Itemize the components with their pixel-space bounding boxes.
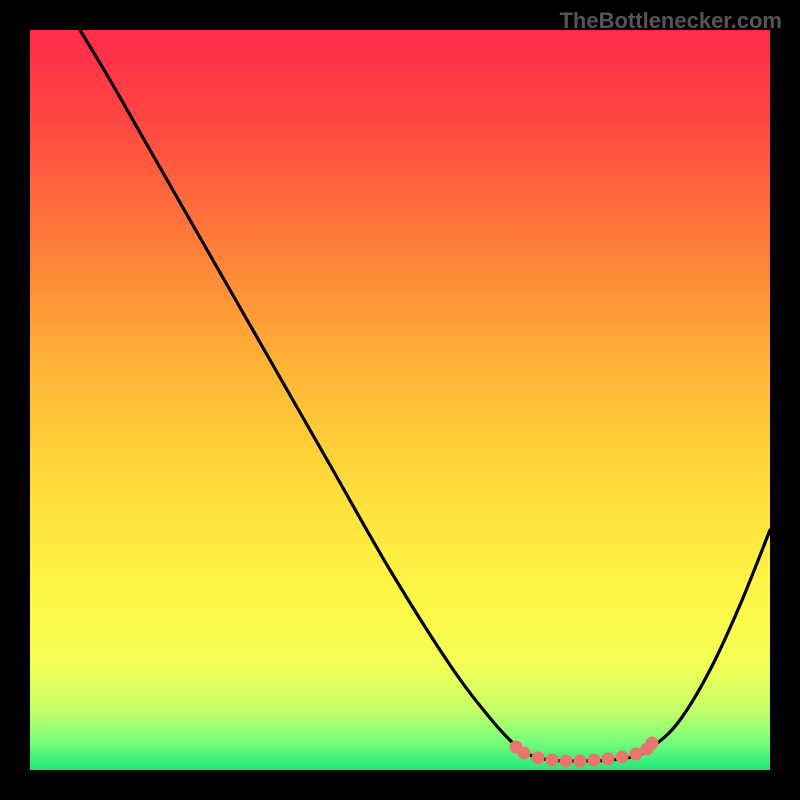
marker-point [646,737,659,750]
marker-point [616,751,629,764]
marker-point [546,754,559,767]
chart-container: TheBottlenecker.com [0,0,800,800]
marker-point [588,754,601,767]
marker-point [602,753,615,766]
marker-point [574,755,587,768]
plot-area [30,30,770,770]
bottleneck-curve [80,30,770,761]
highlight-markers [510,737,659,768]
marker-point [518,747,531,760]
marker-point [532,752,545,765]
marker-point [560,755,573,768]
curve-layer [30,30,770,770]
